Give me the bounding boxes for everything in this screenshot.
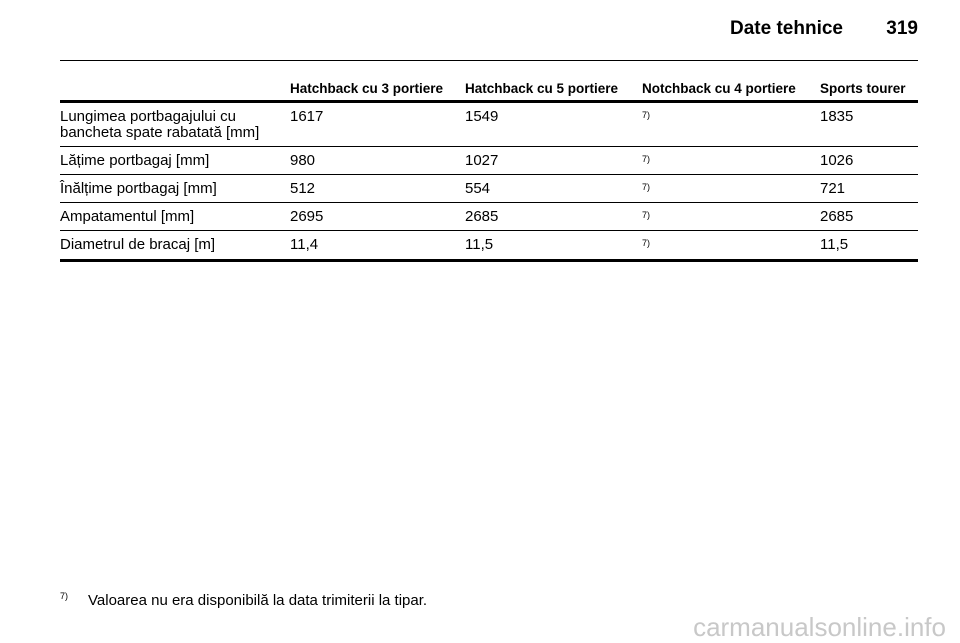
table-row: Lățime portbagaj [mm] 980 1027 7) 1026 — [60, 147, 918, 175]
cell-value: 7) — [642, 238, 651, 248]
table-row: Ampatamentul [mm] 2695 2685 7) 2685 — [60, 203, 918, 231]
cell-value: 2685 — [465, 208, 499, 225]
rule — [60, 60, 918, 61]
cell-value: 721 — [820, 180, 846, 197]
footnote-mark: 7) — [60, 591, 69, 601]
row-label: Ampatamentul [mm] — [60, 208, 195, 225]
cell-value: 1835 — [820, 108, 854, 125]
cell-value: 2685 — [820, 208, 854, 225]
cell-value: 980 — [290, 152, 316, 169]
cell-value: 512 — [290, 180, 316, 197]
table: Hatchback cu 3 portiere Hatchback cu 5 po… — [60, 79, 918, 262]
cell-value: 1549 — [465, 108, 499, 125]
cell-value: 11,5 — [465, 236, 494, 253]
section-title: Date tehnice — [730, 18, 843, 39]
table-row: Înălțime portbagaj [mm] 512 554 7) 721 — [60, 175, 918, 203]
page-number: 319 — [886, 18, 918, 39]
cell-value: 7) — [642, 210, 651, 220]
column-header: Hatchback cu 5 portiere — [465, 81, 619, 96]
table-row: Diametrul de bracaj [m] 11,4 11,5 7) 11,5 — [60, 231, 918, 262]
cell-value: 2695 — [290, 208, 324, 225]
footnote-text: Valoarea nu era disponibilă la data trim… — [88, 592, 428, 609]
row-label: Înălțime portbagaj [mm] — [60, 180, 217, 197]
cell-value: 1027 — [465, 152, 499, 169]
table-header: Hatchback cu 3 portiere Hatchback cu 5 po… — [60, 79, 918, 103]
column-header: Notchback cu 4 portiere — [642, 81, 796, 96]
cell-value: 554 — [465, 180, 491, 197]
cell-value: 11,5 — [820, 236, 849, 253]
cell-value: 11,4 — [290, 236, 319, 253]
cell-value: 7) — [642, 182, 651, 192]
column-header: Sports tourer — [820, 81, 906, 96]
row-label: Diametrul de bracaj [m] — [60, 236, 216, 253]
table-row: Lungimea portbagajului cu bancheta spate… — [60, 103, 918, 147]
watermark: carmanualsonline.info — [693, 612, 946, 642]
cell-value: 7) — [642, 154, 651, 164]
row-label: Lungimea portbagajului cu bancheta spate… — [60, 108, 260, 141]
row-label: Lățime portbagaj [mm] — [60, 152, 210, 169]
cell-value: 7) — [642, 110, 651, 120]
cell-value: 1617 — [290, 108, 324, 125]
cell-value: 1026 — [820, 152, 854, 169]
column-header: Hatchback cu 3 portiere — [290, 81, 444, 96]
